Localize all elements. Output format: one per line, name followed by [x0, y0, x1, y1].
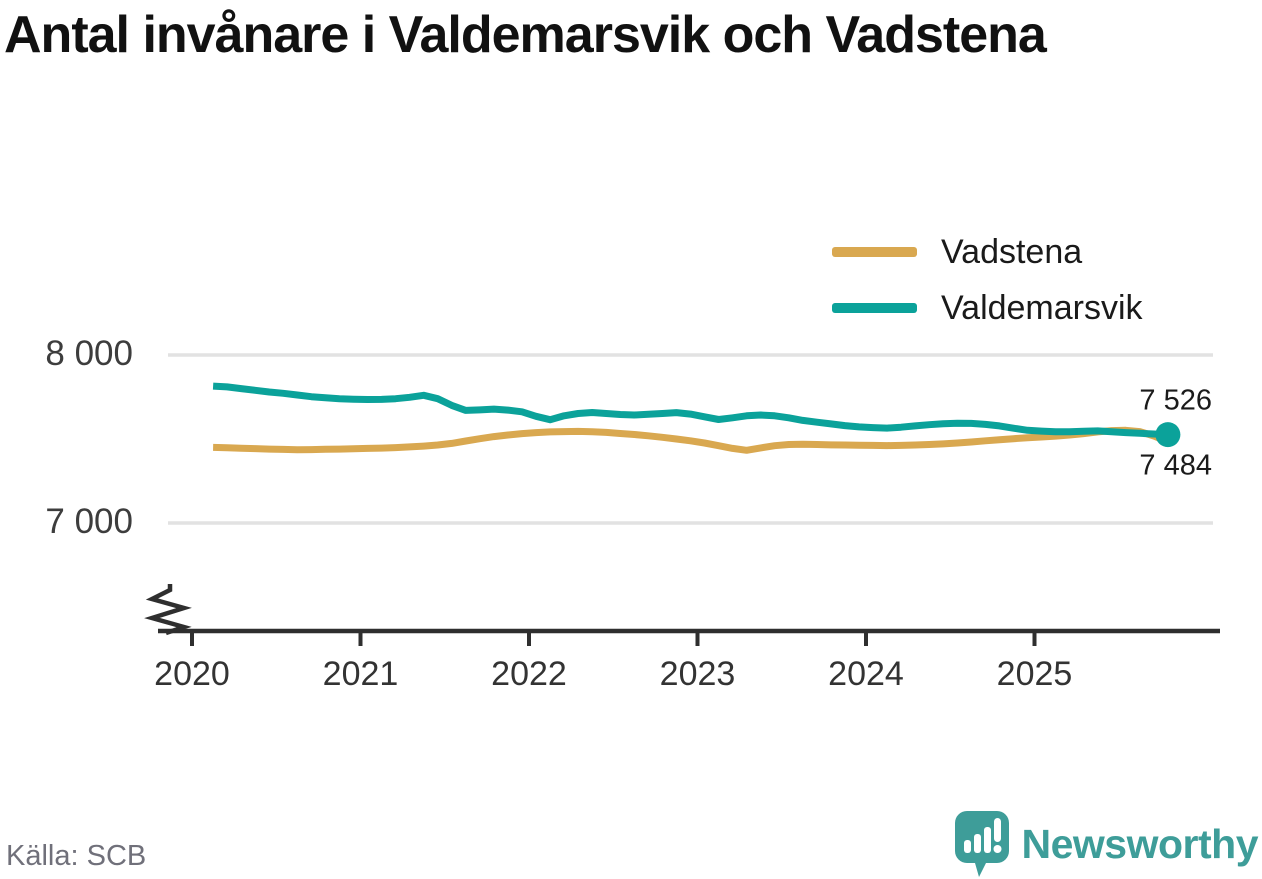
- x-axis: [144, 584, 1220, 646]
- legend: Vadstena Valdemarsvik: [832, 224, 1143, 336]
- series-line-vadstena: [213, 426, 1170, 454]
- x-axis-label-2021: 2021: [322, 655, 399, 693]
- x-axis-label-2020: 2020: [154, 655, 230, 693]
- y-axis-label-8000: 8 000: [45, 334, 133, 374]
- source-note: Källa: SCB: [6, 840, 147, 872]
- legend-label-valdemarsvik: Valdemarsvik: [941, 288, 1143, 327]
- legend-item-vadstena: Vadstena: [832, 224, 1143, 280]
- bar-large: [983, 827, 991, 853]
- bar-small: [963, 840, 971, 853]
- end-value-label-valdemarsvik: 7 526: [1139, 384, 1212, 417]
- gridlines: [168, 353, 1213, 525]
- end-point-dot: [1155, 422, 1181, 448]
- y-axis-break-icon: [144, 584, 192, 636]
- brand-logo: Newsworthy: [954, 810, 1259, 879]
- brand-name: Newsworthy: [1021, 821, 1259, 867]
- y-axis-label-7000: 7 000: [45, 502, 133, 542]
- legend-swatch-vadstena: [832, 247, 917, 257]
- legend-swatch-valdemarsvik: [832, 303, 917, 313]
- legend-label-vadstena: Vadstena: [941, 232, 1083, 271]
- newsworthy-icon: [954, 811, 1009, 877]
- end-value-label-vadstena: 7 484: [1139, 449, 1212, 482]
- chart-title: Antal invånare i Valdemarsvik och Vadste…: [4, 6, 1047, 64]
- x-axis-label-2024: 2024: [828, 655, 904, 693]
- exclamation-dot: [993, 845, 1001, 853]
- data-series: [212, 382, 1181, 454]
- legend-item-valdemarsvik: Valdemarsvik: [832, 280, 1143, 336]
- series-line-valdemarsvik: [212, 382, 1169, 439]
- x-axis-label-2025: 2025: [996, 655, 1073, 693]
- bar-medium: [973, 834, 981, 853]
- x-axis-label-2022: 2022: [491, 655, 567, 693]
- exclamation-bar: [993, 818, 1001, 842]
- x-axis-label-2023: 2023: [659, 655, 736, 693]
